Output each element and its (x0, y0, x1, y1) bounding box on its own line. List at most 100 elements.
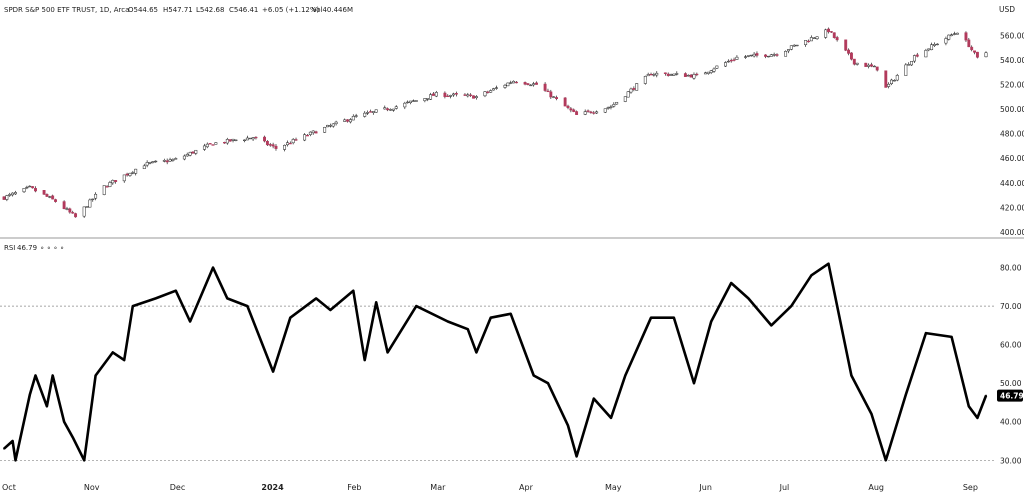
rsi-point (415, 305, 418, 308)
candle-up (552, 96, 556, 98)
candle-up (503, 84, 507, 88)
rsi-point (272, 370, 275, 373)
candle-down (386, 108, 390, 111)
rsi-point (71, 436, 74, 439)
rsi-point (827, 262, 830, 265)
candle-up (389, 109, 392, 111)
candle-down (114, 180, 118, 182)
candle-down (446, 95, 450, 98)
candle-up (784, 51, 788, 57)
rsi-point (14, 459, 17, 462)
candle-up (912, 55, 916, 62)
candle-up (623, 96, 627, 102)
candle-up (194, 149, 198, 154)
candle-down (835, 37, 839, 41)
candle-down (2, 196, 6, 200)
candle-down (191, 151, 195, 154)
candle-up (28, 185, 32, 188)
candle-up (612, 104, 616, 107)
rsi-point (475, 351, 478, 354)
candle-up (935, 43, 939, 46)
candle-down (254, 136, 258, 139)
candle-up (406, 101, 410, 104)
candle-up (449, 95, 453, 97)
candle-up (243, 139, 246, 142)
candle-up (429, 94, 433, 100)
candle-up (629, 88, 633, 93)
candle-up (872, 65, 876, 68)
candle-up (735, 56, 739, 60)
candle-up (867, 64, 871, 67)
candle-up (512, 80, 516, 84)
candle-up (824, 29, 828, 38)
rsi-settings-icons[interactable]: ∘ ∘ ∘ ∘ (40, 244, 64, 252)
candle-down (165, 160, 169, 163)
rsi-point (111, 351, 114, 354)
candle-up (102, 185, 106, 195)
candle-down (666, 73, 670, 76)
candle-up (188, 152, 192, 156)
candle-down (555, 97, 559, 100)
candle-down (222, 142, 226, 144)
price-tick-label: 460.00 (1000, 154, 1024, 163)
candle-up (910, 61, 914, 66)
x-tick-label: Nov (84, 483, 100, 492)
candle-up (326, 124, 329, 128)
rsi-point (28, 393, 31, 396)
candle-down (515, 81, 518, 84)
rsi-point (693, 382, 695, 385)
candle-up (812, 37, 816, 39)
rsi-point (592, 397, 595, 400)
x-tick-label: Sep (963, 483, 978, 492)
candle-up (492, 88, 496, 91)
candle-up (171, 159, 175, 161)
candle-up (145, 162, 149, 166)
candle-up (652, 74, 656, 76)
candle-up (815, 36, 819, 40)
rsi-point (976, 416, 979, 419)
price-tick-label: 480.00 (1000, 130, 1024, 139)
candle-up (142, 165, 146, 170)
candle-down (523, 82, 527, 85)
candle-up (414, 100, 418, 102)
rsi-point (950, 336, 953, 338)
candle-up (855, 62, 859, 65)
candle-down (294, 139, 298, 141)
candle-down (572, 109, 576, 112)
candle-up (354, 115, 358, 117)
rsi-point (226, 297, 229, 300)
candle-down (807, 40, 810, 43)
ohlc-low: L542.68 (196, 6, 224, 14)
candle-up (151, 161, 155, 163)
candle-up (225, 139, 229, 144)
candle-down (431, 93, 435, 96)
rsi-point (386, 351, 389, 354)
candle-up (646, 74, 650, 77)
rsi-point (11, 440, 14, 442)
rsi-point (174, 289, 177, 292)
candle-down (105, 186, 109, 188)
candle-up (25, 186, 29, 189)
candle-up (749, 54, 753, 57)
rsi-point (624, 374, 627, 377)
ohlc-open: O544.65 (128, 6, 158, 14)
candle-down (469, 94, 473, 96)
candle-up (715, 65, 719, 69)
currency-label: USD (999, 5, 1015, 14)
x-tick-label: Jul (779, 483, 790, 492)
rsi-point (810, 274, 813, 277)
candle-down (592, 112, 596, 114)
rsi-y-axis: 80.00 70.00 60.00 50.00 40.00 30.00 (1000, 264, 1022, 466)
rsi-point (3, 447, 5, 450)
candle-down (314, 131, 318, 134)
candle-up (363, 112, 367, 117)
rsi-point (123, 359, 126, 361)
rsi-line (3, 262, 988, 462)
rsi-tick-label: 70.00 (1000, 302, 1022, 311)
candle-up (303, 134, 307, 141)
candle-down (546, 90, 550, 93)
candle-down (829, 31, 833, 33)
candle-up (890, 79, 893, 84)
candle-down (228, 139, 232, 142)
